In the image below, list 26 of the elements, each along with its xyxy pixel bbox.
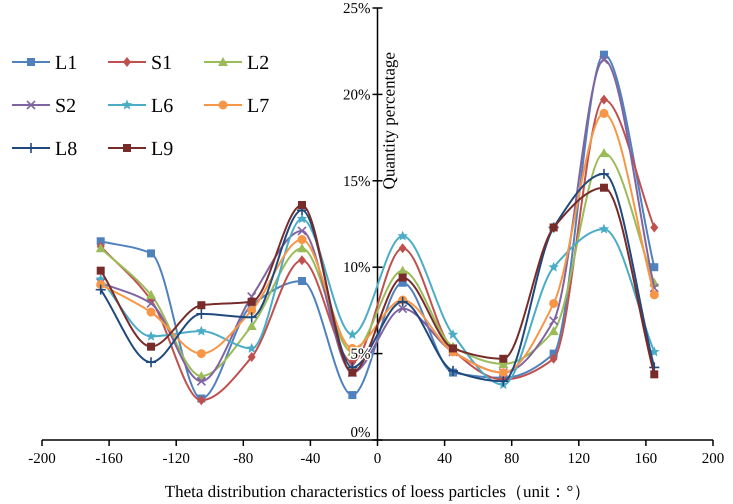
legend-label: L9 <box>151 138 174 160</box>
x-tick-label: -120 <box>162 451 190 467</box>
legend-label: L1 <box>55 52 78 74</box>
y-tick-label: 15% <box>343 174 370 190</box>
x-axis-title: Theta distribution characteristics of loess particles（unit：°） <box>164 482 590 501</box>
x-tick-label: -40 <box>300 451 320 467</box>
legend-label: L6 <box>151 95 174 117</box>
x-tick-label: 160 <box>634 451 658 467</box>
legend-label: S1 <box>151 52 172 74</box>
legend-label: L8 <box>55 138 78 160</box>
x-tick-label: -200 <box>28 451 56 467</box>
y-tick-label: 25% <box>343 1 370 17</box>
x-tick-label: -160 <box>95 451 123 467</box>
legend-label: L7 <box>247 95 270 117</box>
y-axis-title: Quantity percentage <box>380 52 398 190</box>
y-tick-label: 20% <box>343 87 370 104</box>
x-tick-label: 200 <box>702 451 724 467</box>
x-tick-label: 40 <box>437 451 452 467</box>
y-tick-label: 10% <box>343 260 370 276</box>
x-tick-label: 120 <box>568 451 590 467</box>
x-tick-label: 80 <box>504 451 520 467</box>
x-tick-label: 0 <box>374 451 382 467</box>
x-tick-label: -80 <box>233 451 254 467</box>
y-tick-label: 0% <box>350 425 370 441</box>
legend-label: S2 <box>55 95 76 117</box>
legend-label: L2 <box>247 52 270 74</box>
